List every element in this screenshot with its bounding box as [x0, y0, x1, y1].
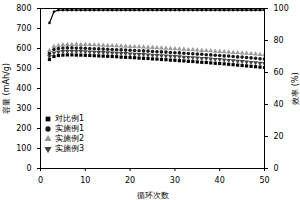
svg-text:100: 100 [16, 144, 31, 153]
svg-text:循环次数: 循环次数 [137, 191, 169, 200]
svg-text:0: 0 [274, 164, 279, 173]
svg-text:30: 30 [170, 176, 180, 185]
svg-text:700: 700 [16, 24, 31, 33]
svg-text:效率 (%): 效率 (%) [291, 72, 300, 104]
svg-text:600: 600 [16, 44, 31, 53]
svg-text:40: 40 [215, 176, 225, 185]
svg-text:40: 40 [274, 100, 284, 109]
svg-text:50: 50 [259, 176, 269, 185]
svg-text:200: 200 [16, 124, 31, 133]
svg-text:20: 20 [274, 132, 284, 141]
html-text:实施例2: 实施例2 [55, 134, 85, 143]
svg-text:20: 20 [125, 176, 135, 185]
svg-text:100: 100 [274, 4, 289, 13]
svg-text:800: 800 [16, 4, 31, 13]
svg-text:容量 (mAh/g): 容量 (mAh/g) [2, 63, 11, 114]
svg-text:400: 400 [16, 84, 31, 93]
svg-text:80: 80 [274, 36, 284, 45]
svg-text:60: 60 [274, 68, 284, 77]
svg-text:10: 10 [80, 176, 90, 185]
svg-text:0: 0 [26, 164, 31, 173]
svg-text:0: 0 [38, 176, 43, 185]
svg-text:300: 300 [16, 104, 31, 113]
html-text:实施例3: 实施例3 [55, 144, 85, 153]
html-text:实施例1: 实施例1 [55, 124, 85, 133]
html-text:对比例1: 对比例1 [55, 114, 85, 123]
svg-text:500: 500 [16, 64, 31, 73]
